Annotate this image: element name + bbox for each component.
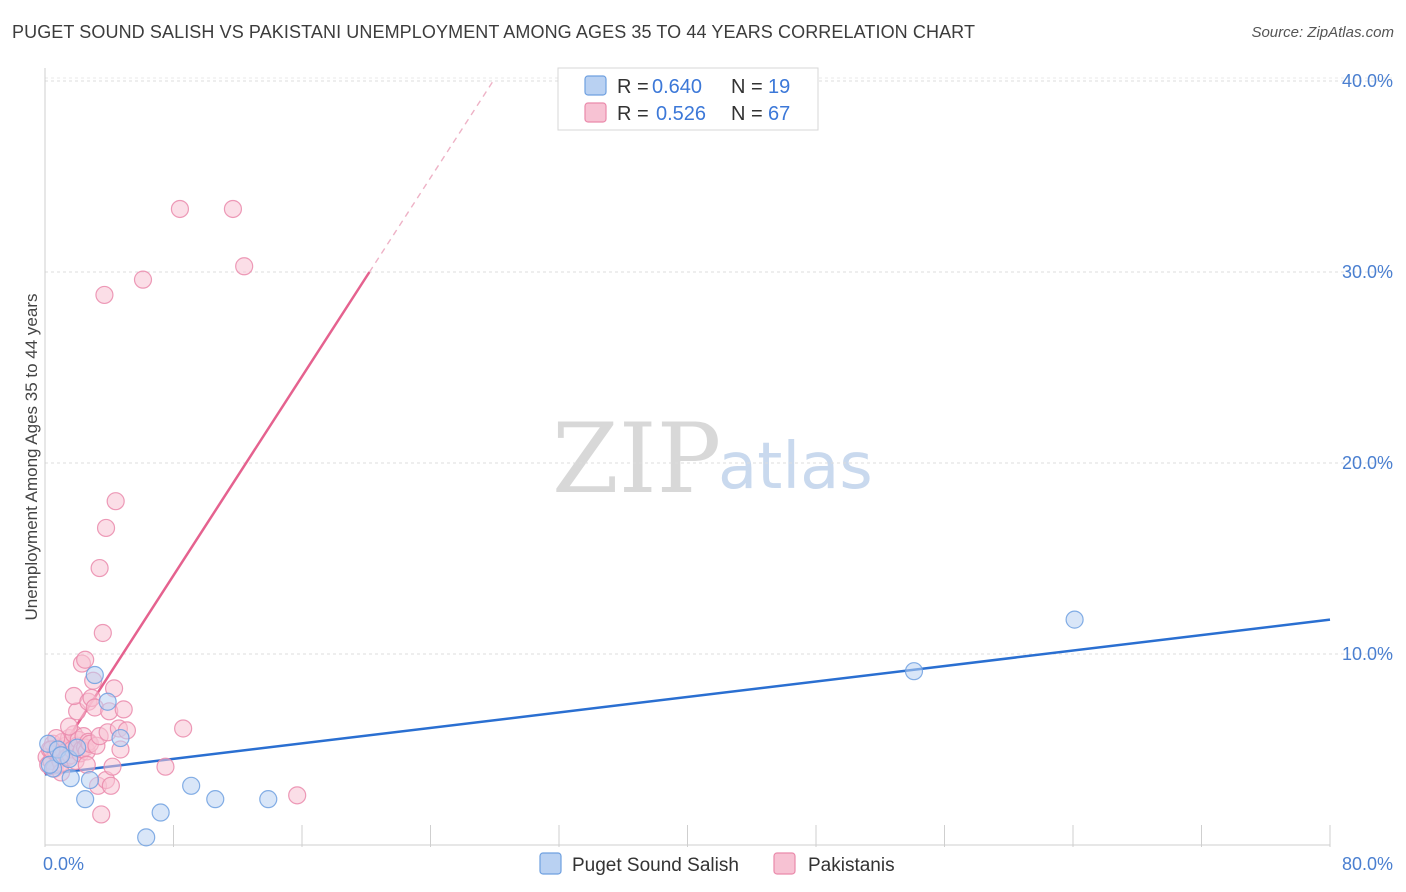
chart-title: PUGET SOUND SALISH VS PAKISTANI UNEMPLOY… xyxy=(12,22,976,42)
point-pakistanis-59 xyxy=(223,199,243,219)
legend-n-label-1: N = xyxy=(731,76,763,98)
legend-n-label-2: N = xyxy=(731,103,763,125)
x-tick-label-1: 80.0% xyxy=(1342,854,1393,874)
point-puget-sound-salish-5 xyxy=(76,790,95,809)
point-pakistanis-56 xyxy=(156,757,175,776)
point-puget-sound-salish-11 xyxy=(151,803,170,822)
trend-lines xyxy=(43,80,1331,776)
legend-r-label-1: R = xyxy=(617,76,649,98)
watermark-atlas: atlas xyxy=(718,430,873,504)
point-puget-sound-salish-10 xyxy=(137,828,156,847)
x-tick-label-0: 0.0% xyxy=(43,854,84,874)
y-axis-label: Unemployment Among Ages 35 to 44 years xyxy=(22,294,41,621)
point-pakistanis-45 xyxy=(101,776,120,795)
bottom-legend-swatch-pink xyxy=(773,852,796,875)
watermark-zip: ZIP xyxy=(552,403,721,515)
point-pakistanis-41 xyxy=(95,285,114,305)
point-puget-sound-salish-14 xyxy=(259,790,278,809)
point-puget-sound-salish-7 xyxy=(85,665,104,685)
point-pakistanis-53 xyxy=(90,558,109,578)
legend-r-value-2: 0.526 xyxy=(656,103,706,125)
legend: R = 0.640 N = 19 R = 0.526 N = 67 xyxy=(557,67,819,131)
y-tick-label-0: 10.0% xyxy=(1342,644,1393,664)
legend-n-value-1: 19 xyxy=(768,76,790,98)
point-puget-sound-salish-17 xyxy=(68,738,87,757)
point-pakistanis-51 xyxy=(114,700,133,719)
point-puget-sound-salish-9 xyxy=(111,728,130,748)
point-puget-sound-salish-6 xyxy=(80,770,100,790)
legend-r-label-2: R = xyxy=(617,103,649,125)
bottom-legend-label-pakistanis: Pakistanis xyxy=(808,855,895,876)
point-pakistanis-31 xyxy=(76,650,95,669)
point-pakistanis-55 xyxy=(133,270,153,289)
x-tick-labels: 0.0% 80.0% xyxy=(43,854,1393,874)
bottom-legend-label-puget: Puget Sound Salish xyxy=(572,855,739,876)
axes xyxy=(44,68,1331,847)
bottom-legend: Puget Sound Salish Pakistanis xyxy=(539,852,895,876)
data-points xyxy=(37,199,1084,847)
point-pakistanis-39 xyxy=(92,805,111,824)
watermark: ZIP atlas xyxy=(552,403,873,515)
legend-n-value-2: 67 xyxy=(768,103,790,125)
point-pakistanis-40 xyxy=(93,623,112,643)
point-pakistanis-65 xyxy=(77,755,96,774)
point-puget-sound-salish-16 xyxy=(51,746,71,765)
y-tick-label-1: 20.0% xyxy=(1342,453,1393,473)
point-pakistanis-57 xyxy=(170,199,190,219)
point-pakistanis-61 xyxy=(288,786,307,805)
y-tick-label-2: 30.0% xyxy=(1342,262,1393,282)
trend-line-pakistanis-extension xyxy=(368,80,494,273)
point-pakistanis-60 xyxy=(235,257,254,276)
y-tick-label-3: 40.0% xyxy=(1342,71,1393,91)
legend-swatch-blue xyxy=(584,75,607,96)
point-puget-sound-salish-8 xyxy=(98,692,117,711)
y-tick-labels: 10.0% 20.0% 30.0% 40.0% xyxy=(1342,71,1393,664)
point-pakistanis-64 xyxy=(59,717,79,736)
gridlines xyxy=(45,77,1392,655)
trend-line-puget-sound-salish xyxy=(44,618,1331,776)
point-puget-sound-salish-12 xyxy=(182,776,201,795)
chart-source: Source: ZipAtlas.com xyxy=(1251,24,1394,41)
legend-swatch-pink xyxy=(584,102,607,123)
point-pakistanis-48 xyxy=(106,492,125,511)
point-pakistanis-58 xyxy=(174,719,193,738)
point-puget-sound-salish-18 xyxy=(904,662,924,681)
point-pakistanis-46 xyxy=(103,757,122,776)
point-pakistanis-54 xyxy=(96,518,116,538)
bottom-legend-swatch-blue xyxy=(539,852,562,875)
point-puget-sound-salish-4 xyxy=(61,769,80,788)
point-puget-sound-salish-19 xyxy=(1065,610,1084,629)
legend-r-value-1: 0.640 xyxy=(652,76,702,98)
trend-line-pakistanis xyxy=(43,271,371,776)
point-puget-sound-salish-13 xyxy=(206,790,225,809)
